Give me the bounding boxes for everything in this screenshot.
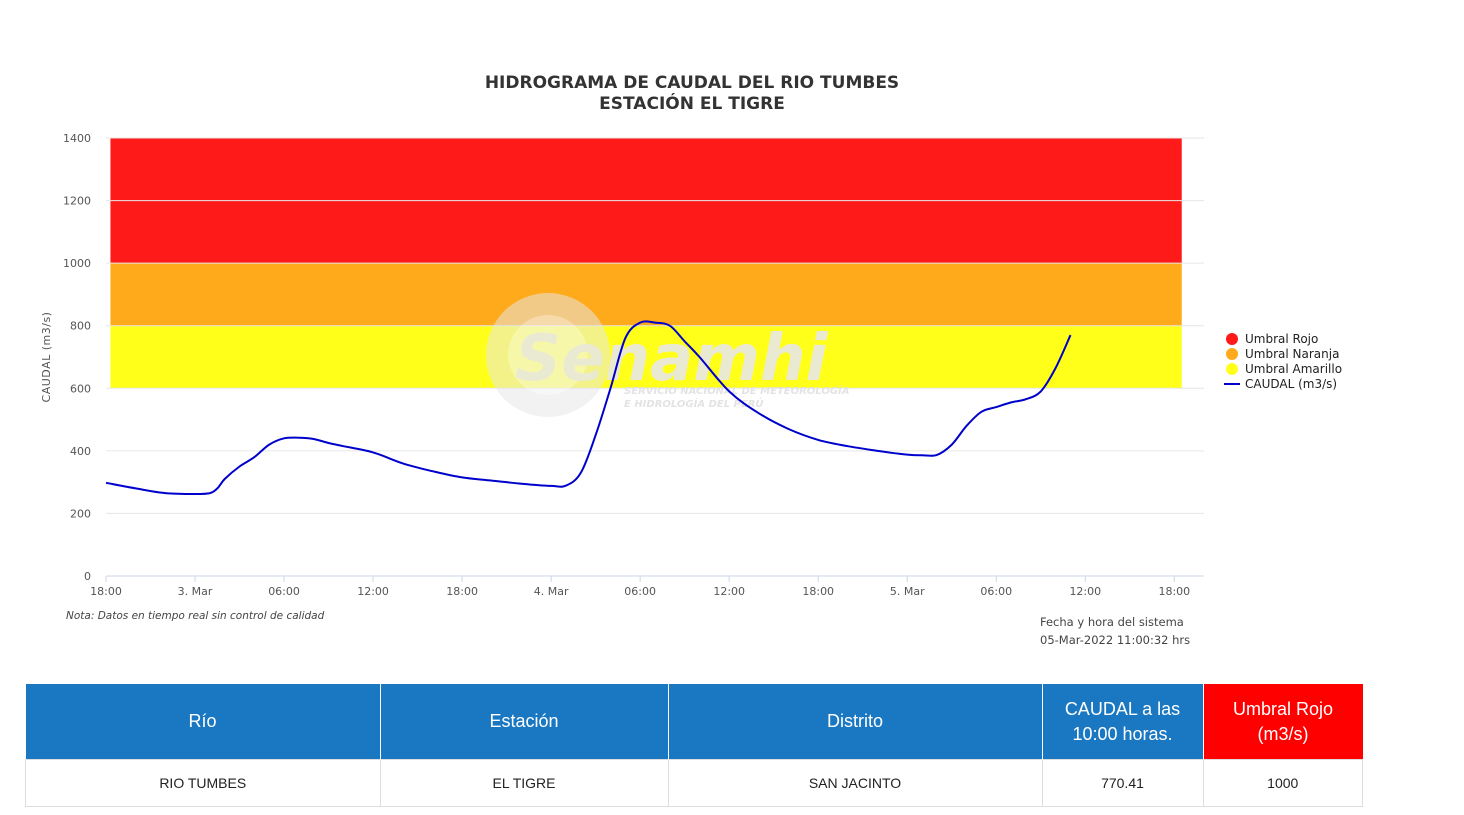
x-tick-label: 12:00 [713,585,745,598]
caudal-series-line [105,320,1072,495]
x-tick-label: 06:00 [980,585,1012,598]
x-tick-label: 18:00 [446,585,478,598]
legend-label: Umbral Naranja [1245,347,1339,361]
x-axis-ticks: 18:00 3. Mar 06:00 12:00 18:00 4. Mar 06:00 12:… [90,576,1190,598]
cell-caudal: 770.41 [1041,759,1204,807]
x-tick-label: 12:00 [357,585,389,598]
chart-subtitle: ESTACIÓN EL TIGRE [599,92,785,114]
table-row: RIO TUMBES EL TIGRE SAN JACINTO 770.41 1… [25,759,1363,807]
y-tick-label: 1400 [63,132,91,145]
legend-label: CAUDAL (m3/s) [1245,377,1337,391]
cell-distrito: SAN JACINTO [667,759,1043,807]
header-umbral-rojo: Umbral Rojo (m3/s) [1203,684,1363,760]
y-tick-label: 800 [70,320,91,333]
watermark-brand: Senamhi [515,322,829,396]
header-rio: Río [25,684,381,760]
chart-title: HIDROGRAMA DE CAUDAL DEL RIO TUMBES [485,73,899,93]
x-tick-label: 06:00 [268,585,300,598]
legend-item-umbral-rojo[interactable]: Umbral Rojo [1226,332,1318,346]
system-date-value: 05-Mar-2022 11:00:32 hrs [1040,633,1190,647]
band-umbral-naranja [110,263,1182,326]
quality-note: Nota: Datos en tiempo real sin control d… [66,610,325,622]
hydrograph-chart: HIDROGRAMA DE CAUDAL DEL RIO TUMBES ESTA… [40,73,1342,647]
legend-dot-icon [1226,348,1238,360]
cell-estacion: EL TIGRE [379,759,669,807]
cell-umbral-rojo: 1000 [1202,759,1363,807]
legend-label: Umbral Rojo [1245,332,1318,346]
x-tick-label: 18:00 [1158,585,1190,598]
x-tick-label: 4. Mar [534,585,569,598]
y-tick-label: 600 [70,382,91,395]
sun-logo-icon [486,293,610,417]
legend-label: Umbral Amarillo [1245,362,1342,376]
y-axis-ticks: 0 200 400 600 800 1000 1200 1400 [63,132,91,583]
station-info-table: Río Estación Distrito CAUDAL a las 10:00… [25,684,1363,807]
x-tick-label: 18:00 [90,585,122,598]
table-header-row: Río Estación Distrito CAUDAL a las 10:00… [25,684,1363,760]
grid-lines [106,137,1204,514]
x-tick-label: 18:00 [802,585,834,598]
y-tick-label: 400 [70,445,91,458]
x-tick-label: 3. Mar [178,585,213,598]
header-distrito: Distrito [668,684,1043,760]
x-tick-label: 5. Mar [890,585,925,598]
legend-item-caudal-m3-s[interactable]: CAUDAL (m3/s) [1224,377,1337,391]
y-axis-label: CAUDAL (m3/s) [40,312,53,403]
x-tick-label: 06:00 [624,585,656,598]
cell-rio: RIO TUMBES [25,759,381,807]
legend-item-umbral-amarillo[interactable]: Umbral Amarillo [1226,362,1342,376]
watermark-line1: SERVICIO NACIONAL DE METEOROLOGÍA [624,384,850,397]
header-caudal: CAUDAL a las 10:00 horas. [1042,684,1204,760]
band-umbral-amarillo [110,325,1182,389]
legend-item-umbral-naranja[interactable]: Umbral Naranja [1226,347,1339,361]
y-tick-label: 1200 [63,195,91,208]
y-tick-label: 200 [70,507,91,520]
header-estacion: Estación [380,684,669,760]
watermark-line2: E HIDROLOGÍA DEL PERÚ [624,397,764,410]
system-date-label: Fecha y hora del sistema [1040,615,1184,629]
legend-dot-icon [1226,333,1238,345]
x-tick-label: 12:00 [1069,585,1101,598]
legend-dot-icon [1226,363,1238,375]
senamhi-watermark: Senamhi SERVICIO NACIONAL DE METEOROLOGÍ… [486,293,850,417]
y-tick-label: 1000 [63,257,91,270]
y-tick-label: 0 [84,570,91,583]
